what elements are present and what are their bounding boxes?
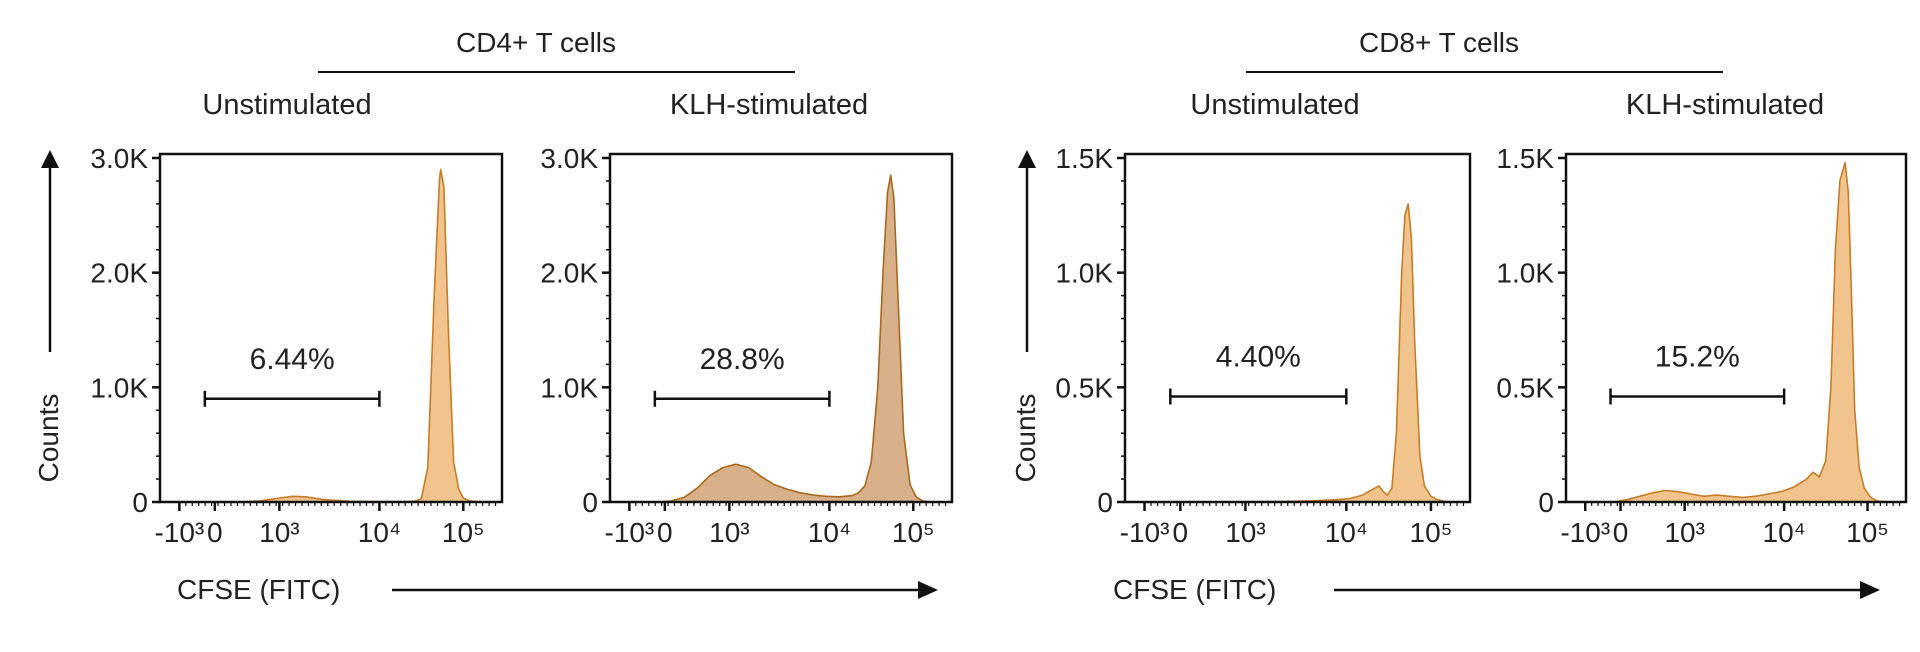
y-tick-label: 1.0K [1496,258,1554,289]
x-tick-label: 0 [1613,517,1629,548]
panel-title-cd8-unstimulated: Unstimulated [1190,89,1359,121]
y-tick-label: 0 [582,487,598,518]
x-tick-label: 10³ [1664,517,1704,548]
x-tick-label: 0 [1173,517,1189,548]
y-axis-arrowhead-cd8 [1018,150,1036,168]
plot-frame [158,152,504,504]
gate-percentage-label: 4.40% [1216,341,1301,374]
y-tick-label: 0.5K [1496,372,1554,403]
x-tick-label: 10⁴ [1763,517,1806,548]
group-title-cd8: CD8+ T cells [1359,27,1519,58]
x-tick-label: 10³ [709,517,749,548]
y-tick-label: 0 [1538,487,1554,518]
x-tick-label: 10⁴ [808,517,851,548]
x-tick-label: -10³ [604,517,654,548]
y-tick-label: 1.0K [1055,258,1113,289]
y-tick-label: 0.5K [1055,372,1113,403]
plot-frame [1123,152,1472,504]
x-axis-arrowhead-cd8 [1860,581,1880,599]
histogram-panel-cd8-unstimulated: 0 0.5K 1.0K 1.5K -10³ 0 10³ 10⁴ 10⁵ 4.40% [1055,143,1472,548]
y-tick-label: 0 [132,487,148,518]
histogram-area [1613,161,1891,503]
x-tick-label: 0 [207,517,223,548]
histogram-panel-cd8-klh-stimulated: 0 0.5K 1.0K 1.5K -10³ 0 10³ 10⁴ 10⁵ 15.2% [1496,143,1908,548]
x-axis-arrowhead-cd4 [918,581,938,599]
plot-frame [1564,152,1908,504]
y-tick-label: 1.5K [1496,143,1554,174]
y-tick-label: 1.0K [540,372,598,403]
y-tick-label: 2.0K [90,258,148,289]
x-tick-label: 10³ [1225,517,1265,548]
y-tick-label: 1.5K [1055,143,1113,174]
x-tick-label: 10⁵ [892,517,935,548]
gate-percentage-label: 6.44% [250,343,335,376]
group-title-cd4: CD4+ T cells [456,27,616,58]
x-tick-label: 10³ [259,517,299,548]
gate-percentage-label: 28.8% [700,343,785,376]
gate-percentage-label: 15.2% [1655,341,1740,374]
histogram-panel-cd4-klh-stimulated: 0 1.0K 2.0K 3.0K -10³ 0 10³ 10⁴ 10⁵ 28.8% [540,143,954,548]
x-tick-label: 10⁵ [1846,517,1889,548]
y-axis-arrowhead-cd4 [41,150,59,168]
panel-title-cd4-klh: KLH-stimulated [670,89,868,121]
x-tick-label: -10³ [1560,517,1610,548]
y-axis-label-cd4: Counts [33,394,64,483]
panel-title-cd8-klh: KLH-stimulated [1626,89,1824,121]
histogram-panel-cd4-unstimulated: 0 1.0K 2.0K 3.0K -10³ 0 10³ 10⁴ 10⁵ 6.44% [90,143,504,548]
x-tick-label: 0 [657,517,673,548]
x-tick-label: 10⁵ [1410,517,1453,548]
x-tick-label: -10³ [1120,517,1170,548]
histogram-area [207,168,494,503]
x-axis-label-cd4: CFSE (FITC) [177,574,340,605]
histogram-area [657,174,944,503]
x-tick-label: 10⁴ [358,517,401,548]
y-axis-label-cd8: Counts [1010,394,1041,483]
histogram-area [1173,203,1455,503]
x-tick-label: -10³ [154,517,204,548]
y-tick-label: 2.0K [540,258,598,289]
x-axis-label-cd8: CFSE (FITC) [1113,574,1276,605]
x-tick-label: 10⁵ [442,517,485,548]
y-tick-label: 1.0K [90,372,148,403]
plot-frame [608,152,954,504]
panel-title-cd4-unstimulated: Unstimulated [202,89,371,121]
y-tick-label: 3.0K [540,143,598,174]
x-tick-label: 10⁴ [1325,517,1368,548]
y-tick-label: 0 [1097,487,1113,518]
y-tick-label: 3.0K [90,143,148,174]
